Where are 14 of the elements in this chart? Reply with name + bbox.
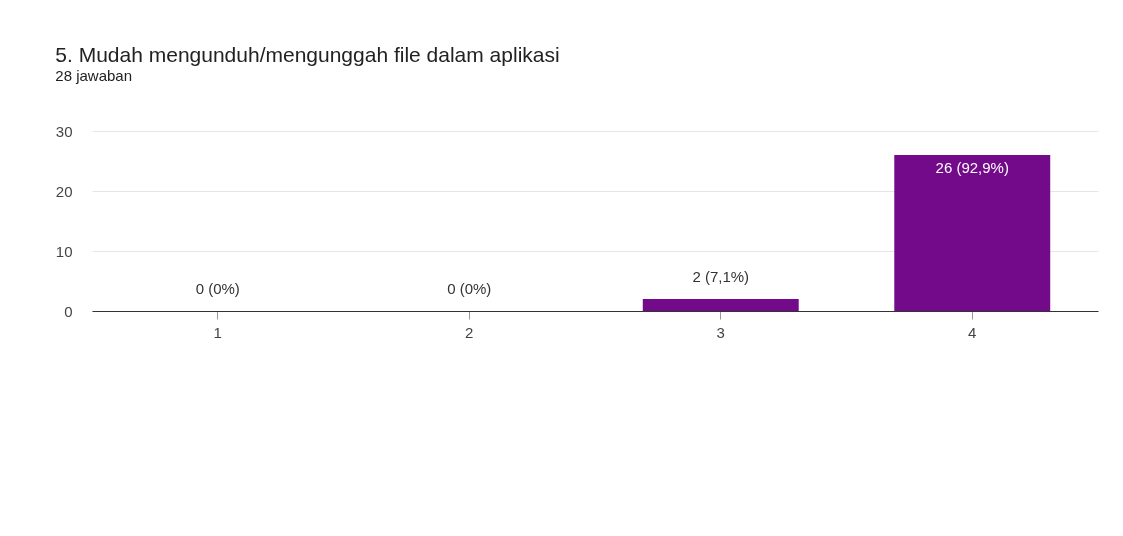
x-tick-label: 1	[213, 323, 222, 341]
chart-title: 5. Mudah mengunduh/mengunggah file dalam aplikasi	[55, 43, 560, 66]
data-label: 0 (0%)	[195, 280, 240, 297]
data-label: 0 (0%)	[447, 280, 492, 297]
y-tick-label: 20	[55, 182, 73, 200]
chart-subtitle: 28 jawaban	[55, 67, 133, 84]
x-tick-label: 3	[716, 323, 725, 341]
y-tick-label: 10	[55, 242, 73, 260]
y-tick-label: 30	[55, 122, 73, 140]
x-tick-label: 4	[968, 323, 977, 341]
data-label: 26 (92,9%)	[935, 159, 1009, 176]
y-tick-label: 0	[64, 302, 73, 320]
x-tick-label: 2	[465, 323, 474, 341]
data-label: 2 (7,1%)	[692, 268, 750, 285]
